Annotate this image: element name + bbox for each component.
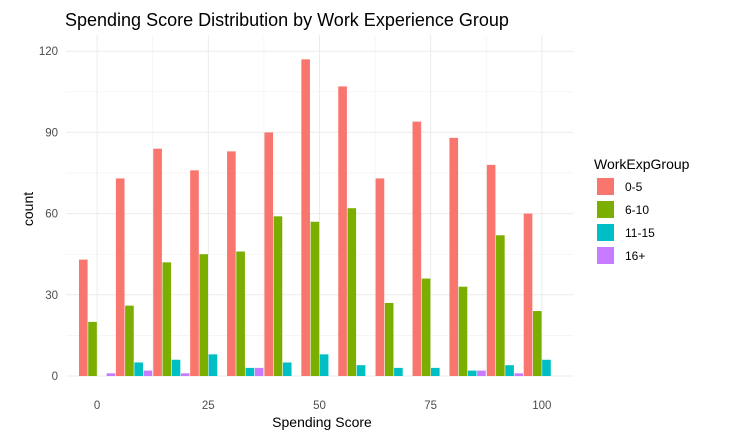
bar-16+-33.3 (254, 367, 264, 376)
axes: Spending Score Distribution by Work Expe… (20, 10, 551, 430)
bar-11-15-41.7 (282, 362, 292, 376)
y-axis-title: count (20, 192, 36, 226)
bar-16+-16.7 (180, 373, 190, 376)
bar-0-5-8.3 (115, 178, 125, 376)
bar-11-15-100 (542, 359, 551, 376)
bar-0-5-41.7 (264, 132, 274, 376)
bar-0-5-66.7 (375, 178, 385, 376)
legend: WorkExpGroup 0-5 6-10 11-15 16+ (594, 156, 690, 264)
bar-6-10-8.3 (125, 305, 134, 376)
bar-11-15-25 (208, 354, 218, 376)
bar-6-10-33.3 (236, 251, 245, 376)
bar-11-15-33.3 (245, 367, 255, 376)
bar-11-15-8.3 (134, 362, 143, 376)
y-tick-label: 120 (39, 46, 58, 58)
bar-0-5-16.7 (153, 148, 162, 376)
bar-16+-91.7 (514, 373, 524, 376)
bar-11-15-91.7 (505, 365, 514, 376)
legend-key-16+ (597, 247, 614, 264)
grid (66, 35, 573, 377)
bar-16+-8.3 (143, 370, 153, 376)
bar-6-10-75 (421, 278, 431, 376)
bar-0-5-25 (190, 170, 199, 376)
bar-6-10-66.7 (384, 302, 394, 376)
x-tick-label: 75 (424, 400, 437, 412)
bar-6-10-41.7 (273, 216, 283, 376)
y-tick-label: 0 (52, 371, 58, 383)
bar-0-5-75 (412, 121, 422, 376)
x-tick-label: 50 (313, 400, 326, 412)
bar-0-5-50 (301, 59, 310, 376)
legend-label-16+: 16+ (625, 249, 645, 263)
legend-key-6-10 (597, 201, 614, 218)
bar-11-15-16.7 (171, 359, 181, 376)
legend-label-0-5: 0-5 (625, 180, 643, 194)
x-tick-label: 100 (532, 400, 551, 412)
bar-16+-0 (106, 373, 116, 376)
bar-6-10-16.7 (162, 262, 172, 376)
chart-title: Spending Score Distribution by Work Expe… (65, 10, 509, 30)
bar-11-15-66.7 (394, 367, 403, 376)
bar-6-10-58.3 (347, 208, 357, 376)
bar-0-5-91.7 (486, 164, 496, 376)
bar-11-15-58.3 (356, 365, 366, 376)
bar-6-10-25 (199, 254, 209, 376)
bar-6-10-91.7 (496, 235, 505, 376)
bar-11-15-83.3 (467, 370, 477, 376)
y-tick-label: 30 (45, 290, 58, 302)
y-tick-label: 60 (45, 209, 58, 221)
bar-6-10-100 (532, 311, 542, 376)
bar-0-5-33.3 (227, 151, 236, 376)
bar-11-15-50 (319, 354, 329, 376)
legend-title: WorkExpGroup (594, 156, 690, 172)
x-tick-label: 0 (94, 400, 100, 412)
legend-label-6-10: 6-10 (625, 203, 649, 217)
bar-0-5-0 (78, 259, 88, 376)
x-tick-label: 25 (202, 400, 215, 412)
bar-0-5-100 (523, 213, 533, 376)
bar-6-10-0 (88, 321, 97, 376)
bar-0-5-83.3 (449, 137, 459, 376)
legend-key-0-5 (597, 178, 614, 195)
bar-16+-83.3 (477, 370, 486, 376)
x-axis-title: Spending Score (272, 414, 372, 430)
y-tick-label: 90 (45, 127, 58, 139)
legend-label-11-15: 11-15 (625, 226, 655, 240)
bar-11-15-75 (430, 367, 440, 376)
legend-key-11-15 (597, 224, 614, 241)
bar-6-10-50 (310, 221, 320, 376)
bar-6-10-83.3 (458, 286, 468, 376)
bar-0-5-58.3 (338, 86, 347, 377)
bars (78, 59, 551, 377)
